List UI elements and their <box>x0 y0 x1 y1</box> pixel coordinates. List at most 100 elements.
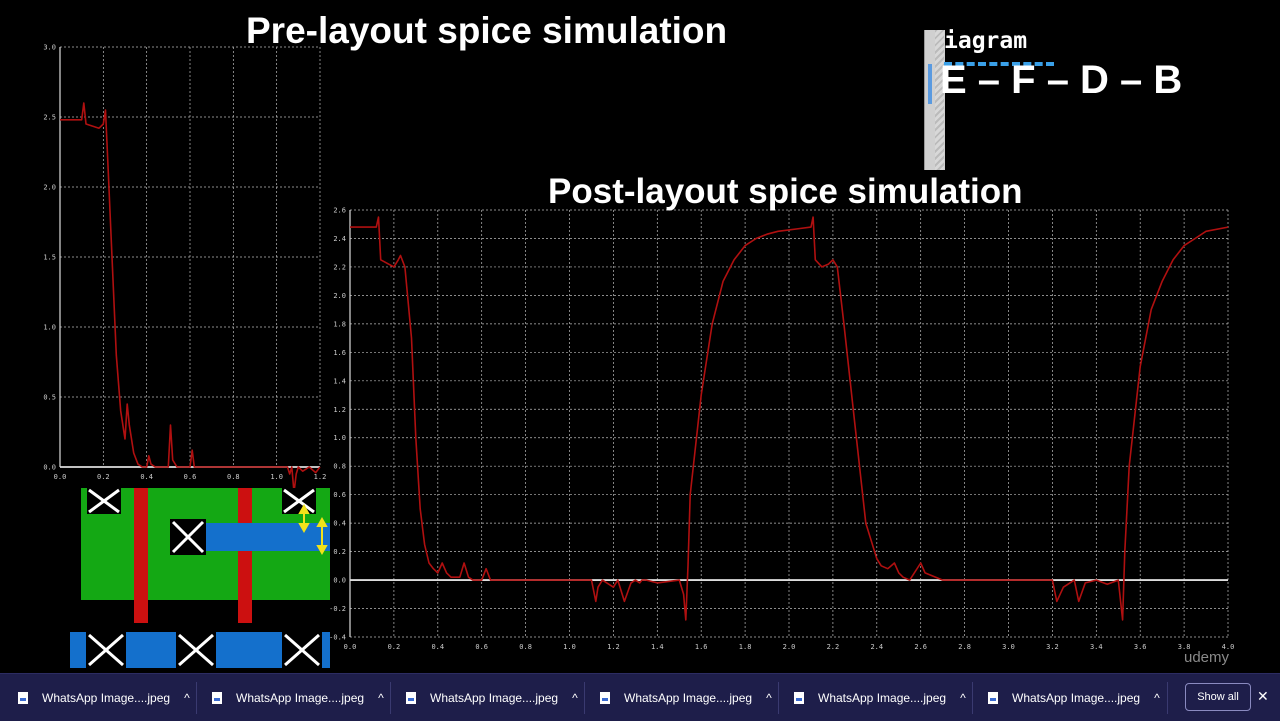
x-tick-label: 0.0 <box>54 473 67 481</box>
x-tick-label: 2.6 <box>914 643 927 651</box>
x-tick-label: 1.0 <box>270 473 283 481</box>
chevron-up-icon[interactable]: ^ <box>1154 690 1160 705</box>
file-icon <box>212 691 222 704</box>
x-tick-label: 1.2 <box>314 473 327 481</box>
x-tick-label: 1.4 <box>651 643 664 651</box>
x-tick-label: 2.4 <box>870 643 883 651</box>
x-tick-label: 0.6 <box>475 643 488 651</box>
download-item[interactable]: WhatsApp Image....jpeg ^ <box>18 674 190 721</box>
download-filename: WhatsApp Image....jpeg <box>42 690 171 705</box>
y-tick-label: 0.0 <box>43 464 56 472</box>
contact-top-right <box>282 488 316 514</box>
x-tick-label: 3.2 <box>1046 643 1059 651</box>
y-tick-label: 1.6 <box>333 349 346 357</box>
download-filename: WhatsApp Image....jpeg <box>1012 690 1141 705</box>
y-tick-label: 1.2 <box>333 406 346 414</box>
poly-line-right <box>238 488 252 623</box>
scrollbar-thumb[interactable] <box>928 64 932 104</box>
diagram-heading: iagram <box>944 28 1028 54</box>
y-tick-label: 0.5 <box>43 394 56 402</box>
y-tick-label: -0.4 <box>330 634 346 642</box>
y-tick-label: 2.0 <box>333 292 346 300</box>
y-tick-label: 2.5 <box>43 114 56 122</box>
chevron-up-icon[interactable]: ^ <box>378 690 384 705</box>
scrollbar-strip <box>924 30 945 170</box>
download-item[interactable]: WhatsApp Image....jpeg ^ <box>406 674 578 721</box>
x-tick-label: 2.2 <box>827 643 840 651</box>
y-tick-label: 2.2 <box>333 263 346 271</box>
y-tick-label: 2.4 <box>333 235 346 243</box>
y-tick-label: 1.5 <box>43 254 56 262</box>
x-tick-label: 0.2 <box>97 473 110 481</box>
download-filename: WhatsApp Image....jpeg <box>430 690 559 705</box>
x-tick-label: 0.6 <box>184 473 197 481</box>
x-tick-label: 0.0 <box>344 643 357 651</box>
poly-line-left <box>134 488 148 623</box>
x-tick-label: 0.2 <box>388 643 401 651</box>
x-tick-label: 3.4 <box>1090 643 1103 651</box>
pre-layout-chart: 0.0 0.2 0.4 0.6 0.8 1.0 1.2 0.0 0.5 1.0 1.5 2.0 2.5 3… <box>43 44 327 490</box>
spacing-arrow-2 <box>316 516 328 556</box>
y-tick-label: 0.2 <box>333 548 346 556</box>
post-layout-panel <box>330 176 1280 673</box>
chevron-up-icon[interactable]: ^ <box>572 690 578 705</box>
chevron-up-icon[interactable]: ^ <box>766 690 772 705</box>
downloads-bar: WhatsApp Image....jpeg ^ WhatsApp Image.… <box>0 673 1280 721</box>
file-icon <box>18 691 28 704</box>
diagram-sequence: E – F – D – B <box>940 58 1183 102</box>
y-tick-label: 3.0 <box>43 44 56 52</box>
download-item[interactable]: WhatsApp Image....jpeg ^ <box>988 674 1160 721</box>
y-tick-label: 2.0 <box>43 184 56 192</box>
file-icon <box>794 691 804 704</box>
y-tick-label: -0.2 <box>330 605 346 613</box>
close-icon[interactable]: ✕ <box>1257 688 1269 704</box>
y-tick-label: 1.0 <box>43 324 56 332</box>
x-tick-label: 3.6 <box>1134 643 1147 651</box>
contact-top-left <box>87 488 121 514</box>
contact-middle <box>170 519 206 555</box>
post-layout-chart: 0.0 0.2 0.4 0.6 0.8 1.0 1.2 1.4 1.6 1.8 2.0 2.2 2.4 2… <box>330 207 1235 652</box>
x-tick-label: 3.0 <box>1002 643 1015 651</box>
x-tick-label: 1.8 <box>739 643 752 651</box>
download-filename: WhatsApp Image....jpeg <box>624 690 753 705</box>
chevron-up-icon[interactable]: ^ <box>184 690 190 705</box>
x-tick-label: 0.4 <box>431 643 444 651</box>
dashed-underline <box>944 62 1054 66</box>
x-tick-label: 0.8 <box>227 473 240 481</box>
chevron-up-icon[interactable]: ^ <box>960 690 966 705</box>
x-tick-label: 0.4 <box>140 473 153 481</box>
y-tick-label: 1.4 <box>333 377 346 385</box>
x-tick-label: 2.0 <box>783 643 796 651</box>
y-tick-label: 0.4 <box>333 520 346 528</box>
udemy-watermark: udemy <box>1184 649 1230 666</box>
pre-layout-title: Pre-layout spice simulation <box>246 10 728 51</box>
y-tick-label: 1.0 <box>333 434 346 442</box>
waveform-line <box>60 102 321 490</box>
post-layout-title: Post-layout spice simulation <box>548 172 1023 211</box>
metal-strip-middle <box>206 523 331 551</box>
file-icon <box>988 691 998 704</box>
file-icon <box>600 691 610 704</box>
spacing-arrow-1 <box>298 503 310 534</box>
x-tick-label: 2.8 <box>958 643 971 651</box>
y-tick-label: 0.8 <box>333 463 346 471</box>
show-all-button[interactable]: Show all <box>1185 683 1251 711</box>
x-tick-label: 4.0 <box>1222 643 1235 651</box>
x-tick-label: 1.6 <box>695 643 708 651</box>
diagram-panel: iagram E – F – D – B <box>922 28 1182 174</box>
download-filename: WhatsApp Image....jpeg <box>818 690 947 705</box>
download-item[interactable]: WhatsApp Image....jpeg ^ <box>794 674 966 721</box>
x-tick-label: 0.8 <box>519 643 532 651</box>
y-tick-label: 1.8 <box>333 320 346 328</box>
y-tick-label: 0.0 <box>333 577 346 585</box>
download-item[interactable]: WhatsApp Image....jpeg ^ <box>600 674 772 721</box>
download-item[interactable]: WhatsApp Image....jpeg ^ <box>212 674 384 721</box>
waveform-line <box>350 216 1229 621</box>
x-tick-label: 1.0 <box>563 643 576 651</box>
file-icon <box>406 691 416 704</box>
y-tick-label: 2.6 <box>333 207 346 215</box>
y-tick-label: 0.6 <box>333 491 346 499</box>
x-tick-label: 3.8 <box>1178 643 1191 651</box>
download-filename: WhatsApp Image....jpeg <box>236 690 365 705</box>
x-tick-label: 1.2 <box>607 643 620 651</box>
